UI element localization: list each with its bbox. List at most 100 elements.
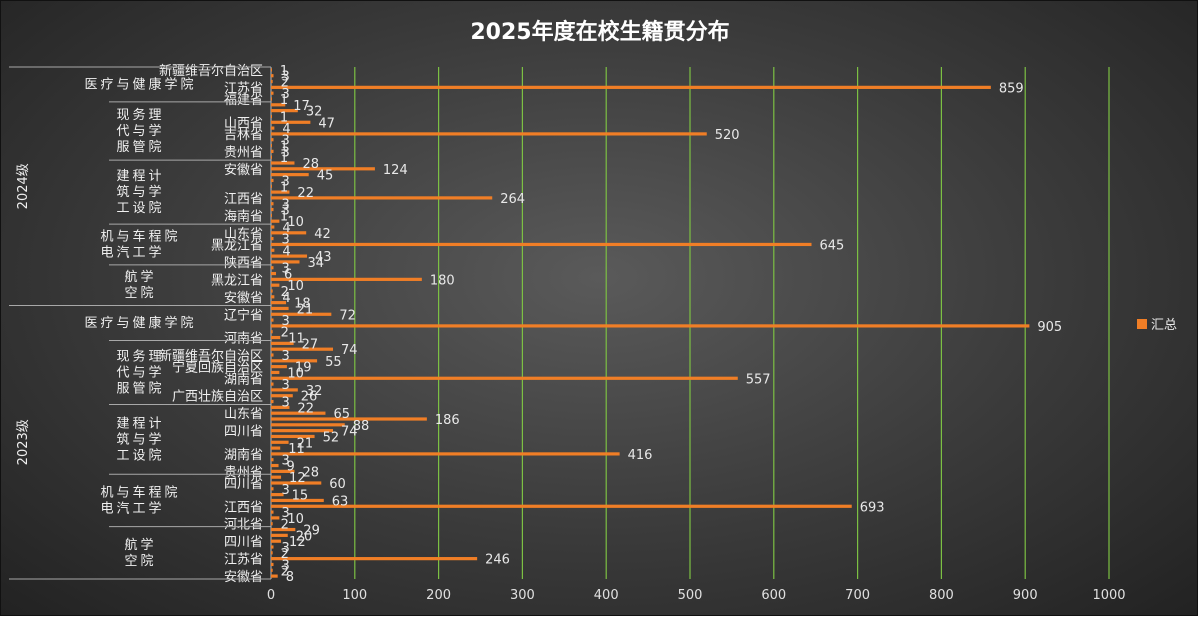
department-label-char: 计 [148, 416, 161, 431]
department-label-char: 程 [132, 169, 145, 184]
bar [271, 463, 279, 468]
legend: 汇总 [1137, 318, 1177, 333]
department-label-char: 程 [148, 485, 161, 500]
department-label-char: 建 [116, 169, 129, 184]
department-label-char: 程 [148, 229, 161, 244]
department-label-char: 院 [148, 201, 161, 216]
bar [271, 568, 273, 572]
bar [271, 97, 272, 101]
bar [271, 405, 290, 409]
category-label: 江西省 [224, 192, 263, 207]
bar [271, 417, 427, 421]
department-label-char: 与 [132, 185, 145, 200]
department-label-char: 与 [116, 485, 129, 500]
data-label: 45 [317, 169, 334, 184]
bar [271, 184, 272, 188]
bar [271, 493, 284, 497]
department-label-char: 学 [148, 123, 161, 139]
department-label-char: 服 [116, 140, 129, 155]
bar [271, 545, 274, 549]
bar [271, 91, 274, 95]
bar [271, 196, 493, 200]
department-label-char: 电 [100, 245, 113, 260]
data-label: 2 [281, 285, 289, 300]
bar [271, 85, 991, 89]
bar [271, 562, 274, 567]
department-label-char: 现 [116, 349, 129, 364]
department-label-char: 学 [148, 500, 161, 516]
data-label: 28 [302, 465, 319, 480]
category-label: 黑龙江省 [211, 273, 263, 288]
department-label-char: 机 [100, 229, 113, 244]
data-label: 3 [282, 262, 290, 277]
department-label-char: 工 [132, 501, 145, 516]
data-label: 2 [281, 518, 289, 533]
bar [271, 126, 275, 130]
category-label: 辽宁省 [224, 307, 263, 323]
bar [271, 225, 275, 229]
data-label: 2 [281, 564, 289, 579]
data-label: 27 [302, 337, 319, 352]
category-label: 江苏省 [224, 552, 263, 568]
department-label-char: 与 [132, 365, 145, 380]
data-label: 72 [339, 308, 356, 323]
department-label-char: 康 [148, 76, 161, 92]
bar [271, 458, 274, 462]
bar [271, 161, 295, 165]
data-label: 3 [282, 87, 290, 102]
data-label: 22 [297, 186, 314, 201]
bar [271, 301, 287, 305]
bar [271, 149, 274, 153]
department-label: 医疗与健康学院 [84, 76, 193, 92]
department-label-char: 务 [132, 348, 145, 364]
bar [271, 277, 422, 281]
data-label: 52 [323, 430, 340, 445]
bar [271, 190, 290, 194]
category-label: 四川省 [224, 425, 263, 440]
category-label: 湖南省 [224, 447, 263, 463]
data-label: 3 [282, 204, 290, 219]
data-label: 17 [293, 99, 310, 114]
department-label-char: 学 [148, 364, 161, 380]
bar [271, 504, 852, 508]
category-label: 河南省 [224, 331, 263, 347]
category-label: 黑龙江省 [211, 238, 263, 253]
department-label-char: 工 [132, 245, 145, 260]
data-label: 520 [715, 128, 740, 143]
data-label: 10 [287, 366, 304, 381]
department-label-char: 学 [140, 269, 153, 285]
bar [271, 446, 281, 450]
bar [271, 173, 309, 177]
data-label: 1 [280, 151, 288, 166]
data-label: 8 [286, 570, 294, 585]
department-label-char: 代 [116, 365, 129, 380]
department-label: 航空学院 [124, 269, 153, 301]
data-label: 60 [329, 477, 346, 492]
bar [271, 475, 282, 479]
department-label-char: 与 [116, 77, 129, 92]
bar [271, 295, 275, 299]
gridlines [354, 67, 1110, 579]
data-label: 3 [282, 145, 290, 160]
category-label: 福建省 [224, 93, 263, 108]
department-label-char: 工 [116, 201, 129, 216]
data-label: 3 [282, 233, 290, 248]
department-label-char: 管 [132, 140, 145, 155]
department-label-char: 健 [132, 77, 145, 92]
department-label: 航空学院 [124, 537, 153, 569]
data-label: 1 [280, 140, 288, 155]
data-label: 416 [628, 448, 653, 463]
bar [271, 370, 280, 375]
department-label-char: 工 [116, 448, 129, 463]
category-label: 广西壮族自治区 [172, 389, 263, 405]
department-label-char: 管 [132, 381, 145, 396]
category-label: 贵州省 [224, 145, 263, 160]
bar [271, 167, 375, 171]
x-tick-label: 0 [267, 588, 275, 603]
data-label: 43 [315, 250, 332, 265]
department-label-char: 与 [116, 229, 129, 244]
department-label-char: 车 [132, 228, 145, 244]
group-label: 2024级 [16, 163, 31, 209]
department-label-char: 代 [116, 124, 129, 139]
